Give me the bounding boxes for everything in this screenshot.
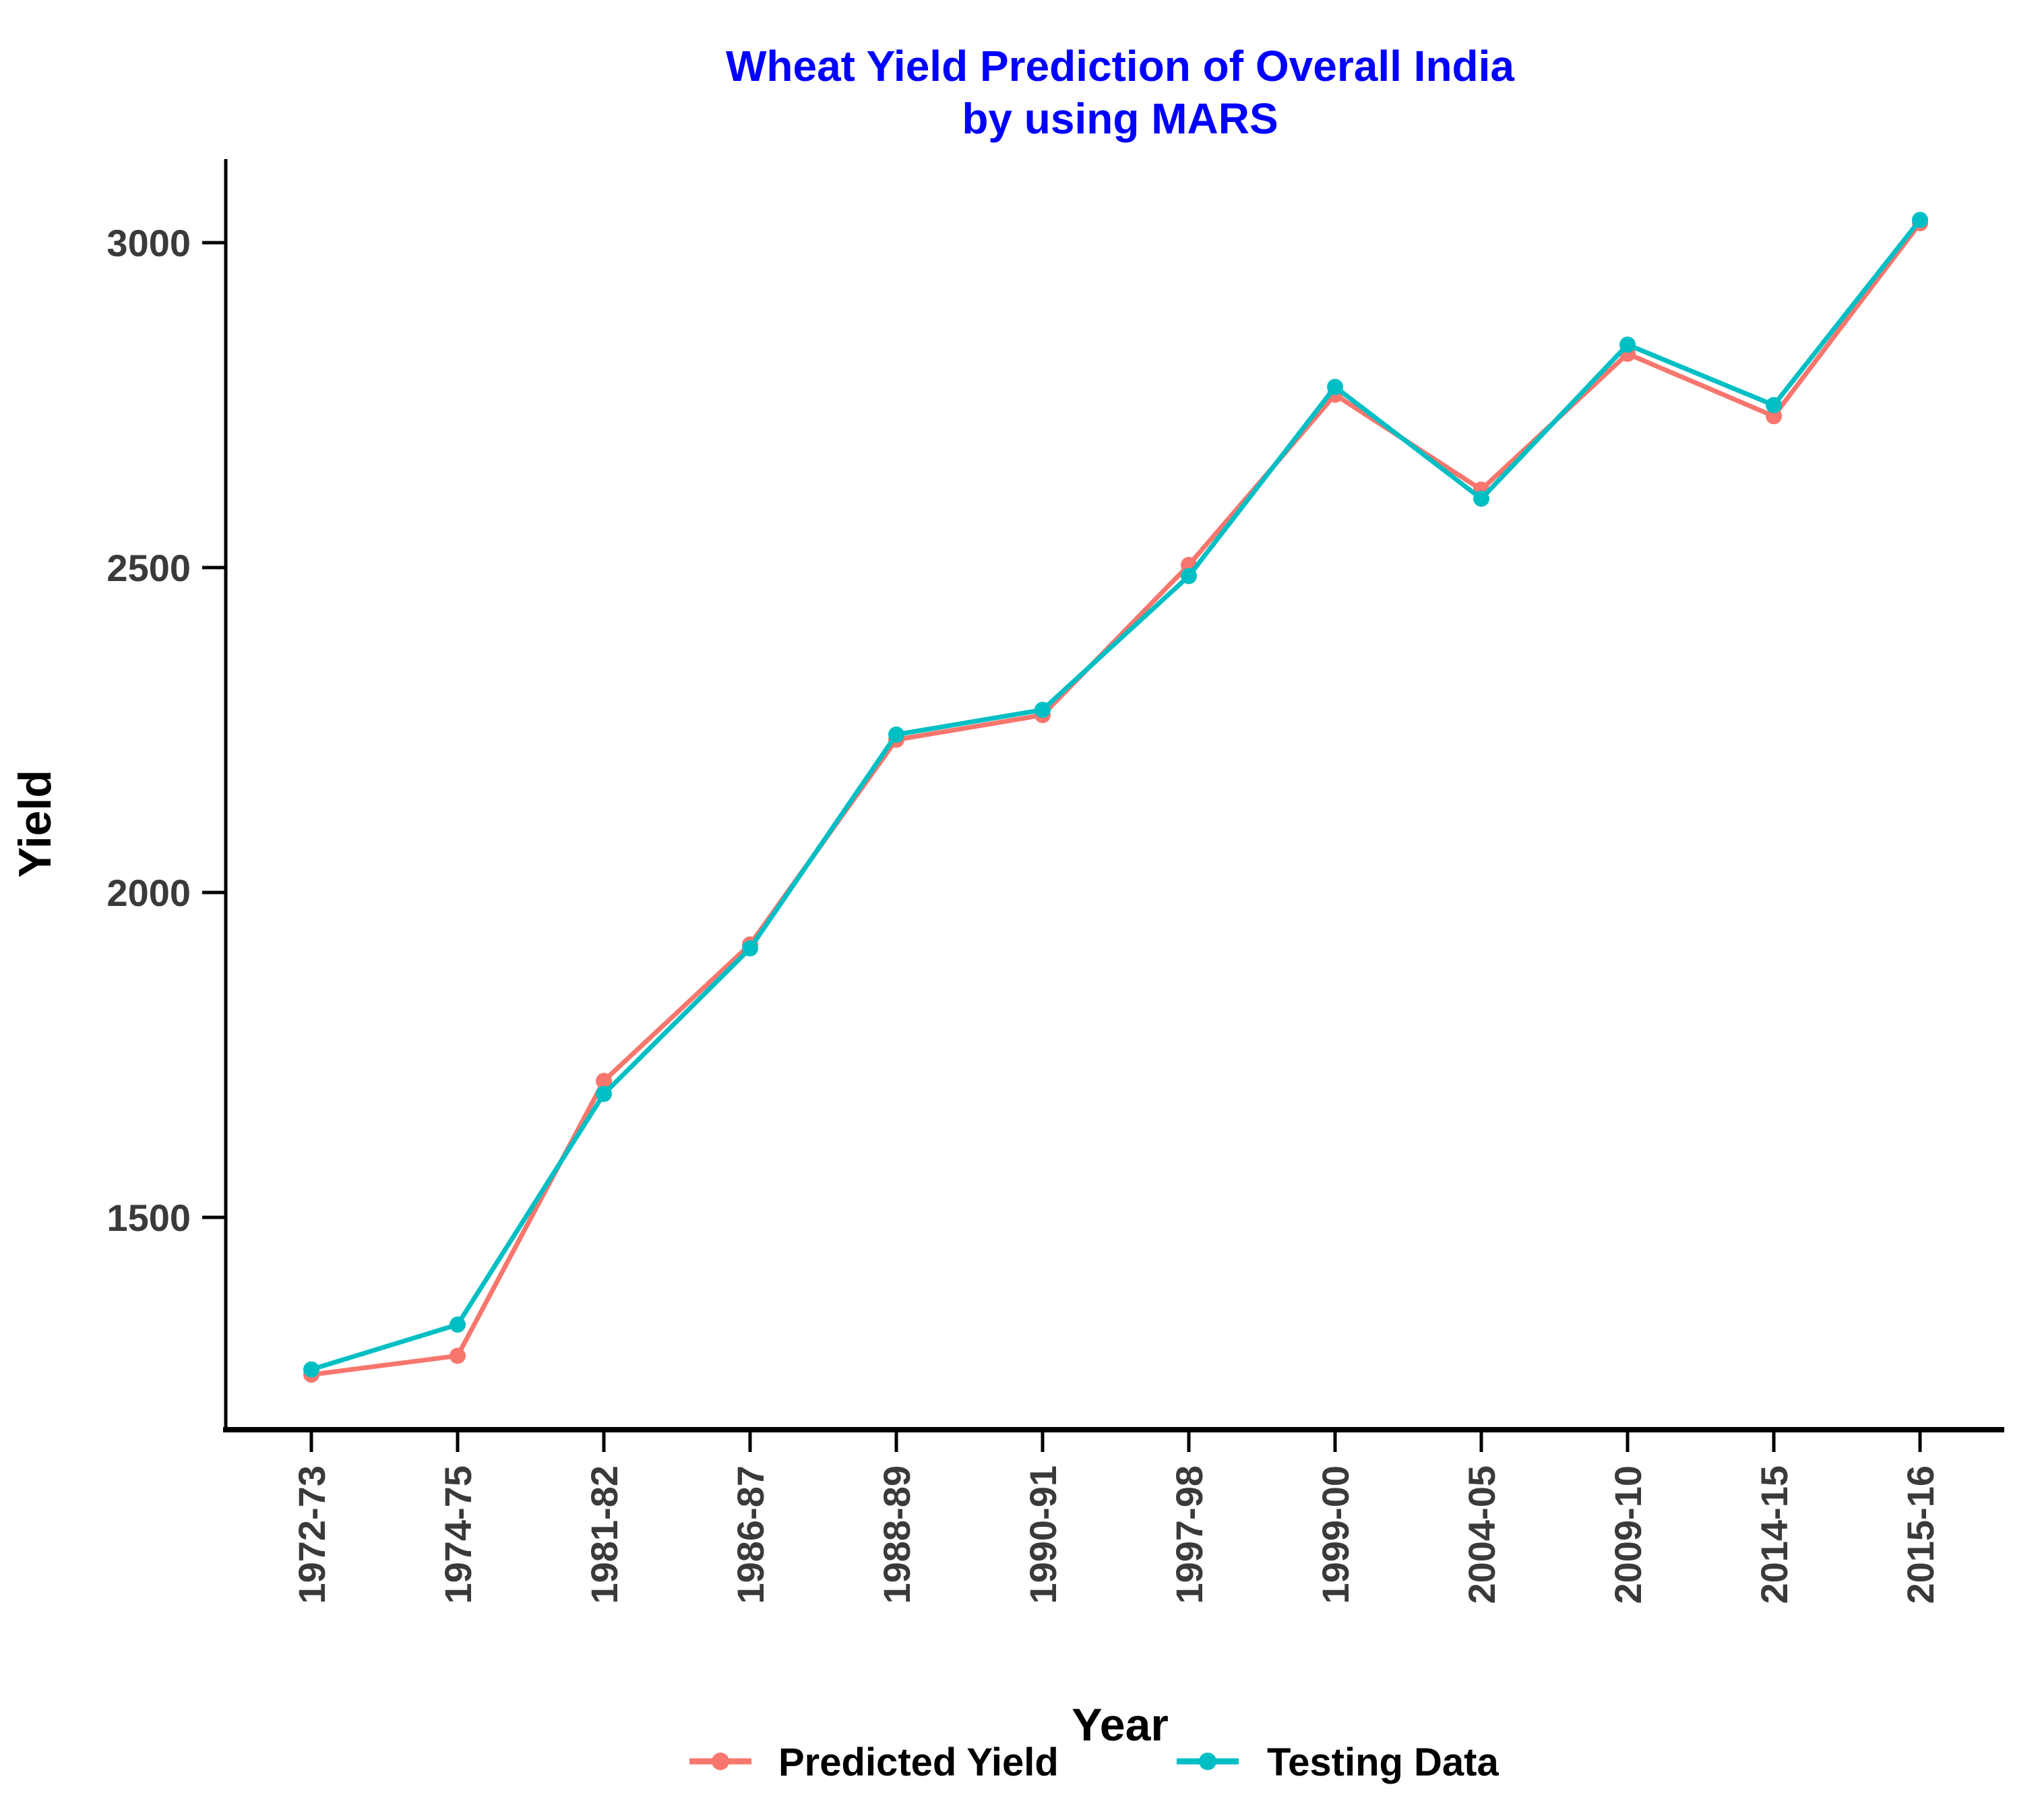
- data-point-predicted-yield: [596, 1072, 612, 1089]
- x-tick-label: 1974-75: [437, 1465, 479, 1604]
- y-axis-ticks: 1500 2000 2500 3000: [106, 222, 227, 1239]
- series-line-testing-data: [310, 218, 1922, 1372]
- x-tick-label: 2015-16: [1899, 1465, 1942, 1604]
- y-tick-label: 2500: [106, 547, 191, 589]
- x-tick-label: 2009-10: [1607, 1465, 1649, 1604]
- x-tick-label: 1990-91: [1022, 1465, 1064, 1604]
- x-tick-label: 1997-98: [1168, 1465, 1210, 1604]
- data-point-testing-data: [1327, 379, 1343, 396]
- data-point-testing-data: [1181, 568, 1197, 584]
- legend-item-predicted-yield: Predicted Yield: [689, 1740, 1059, 1784]
- x-tick-label: 1988-89: [875, 1465, 918, 1604]
- series-line-predicted-yield: [311, 221, 1922, 1377]
- chart-title-line2: by using MARS: [962, 94, 1278, 143]
- data-point-testing-data: [303, 1361, 319, 1378]
- data-point-testing-data: [596, 1085, 612, 1102]
- x-tick-label: 1999-00: [1314, 1465, 1357, 1604]
- data-point-testing-data: [888, 726, 904, 743]
- data-point-testing-data: [450, 1316, 466, 1333]
- x-tick-label: 1981-82: [583, 1465, 625, 1604]
- x-tick-label: 2004-05: [1460, 1465, 1503, 1604]
- data-point-testing-data: [1766, 397, 1782, 413]
- data-point-testing-data: [742, 940, 758, 957]
- data-point-predicted-yield: [450, 1347, 466, 1364]
- series-lines: [303, 212, 1928, 1383]
- x-tick-label: 2014-15: [1753, 1465, 1795, 1604]
- chart-title-line1: Wheat Yield Prediction of Overall India: [726, 42, 1514, 90]
- x-axis-ticks: 1972-73 1974-75 1981-82 1986-87 1988-89 1990-…: [290, 1430, 1942, 1604]
- y-axis-title: Yield: [9, 770, 61, 878]
- x-axis-title: Year: [1072, 1699, 1169, 1751]
- legend: Predicted Yield Testing Data: [689, 1740, 1499, 1784]
- x-tick-label: 1986-87: [729, 1465, 772, 1604]
- legend-key-dot-predicted: [712, 1753, 729, 1770]
- legend-label-testing: Testing Data: [1267, 1740, 1499, 1784]
- legend-key-dot-testing: [1199, 1753, 1216, 1770]
- legend-item-testing-data: Testing Data: [1177, 1740, 1499, 1784]
- x-tick-label: 1972-73: [290, 1465, 333, 1604]
- legend-label-predicted: Predicted Yield: [778, 1740, 1059, 1784]
- data-point-testing-data: [1473, 490, 1489, 507]
- data-point-testing-data: [1034, 702, 1051, 719]
- y-tick-label: 2000: [106, 872, 191, 914]
- y-tick-label: 3000: [106, 222, 191, 264]
- data-point-testing-data: [1619, 336, 1636, 353]
- y-tick-label: 1500: [106, 1196, 191, 1239]
- data-point-testing-data: [1912, 212, 1928, 229]
